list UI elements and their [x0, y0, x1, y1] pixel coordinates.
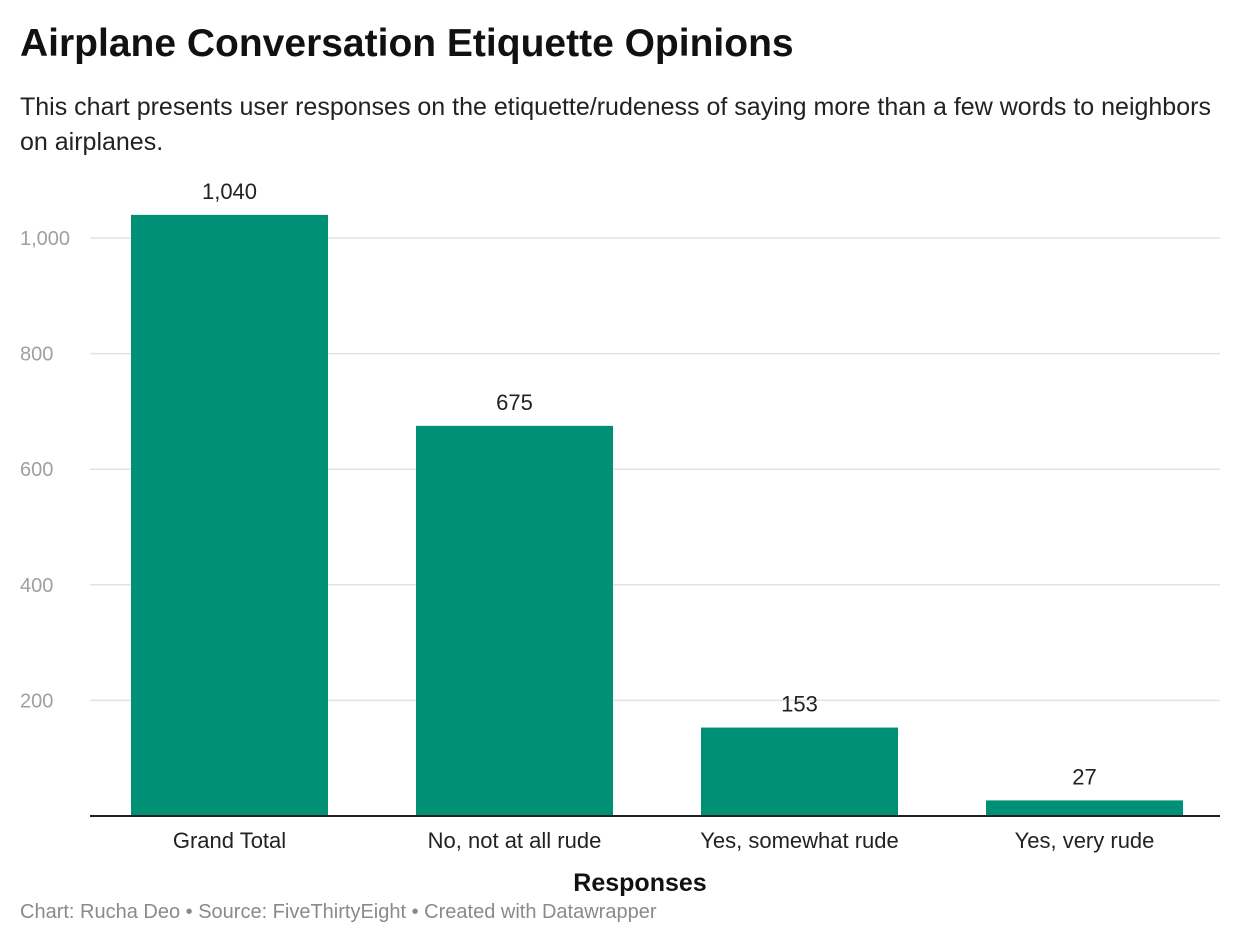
chart-subtitle: This chart presents user responses on th… [20, 93, 1211, 156]
chart-footer: Chart: Rucha Deo • Source: FiveThirtyEig… [20, 901, 657, 923]
data-label: 675 [496, 390, 533, 415]
y-tick-label: 400 [20, 575, 53, 597]
bar [701, 727, 898, 816]
bar [131, 214, 328, 816]
x-tick-label: Yes, very rude [1015, 828, 1155, 853]
x-tick-label: Yes, somewhat rude [700, 828, 899, 853]
x-tick-label: No, not at all rude [428, 828, 602, 853]
bar [986, 800, 1183, 816]
chart-title: Airplane Conversation Etiquette Opinions [20, 22, 794, 65]
labels: 200 400 600 800 1,000 1,040 Grand Total 675 No, … [20, 179, 1154, 853]
x-axis-title: Responses [573, 869, 706, 897]
data-label: 27 [1072, 764, 1096, 789]
x-tick-label: Grand Total [173, 828, 286, 853]
y-tick-label: 200 [20, 690, 53, 712]
data-label: 1,040 [202, 179, 257, 204]
data-label: 153 [781, 692, 818, 717]
y-tick-label: 1,000 [20, 228, 70, 250]
y-tick-label: 800 [20, 344, 53, 366]
bar [416, 425, 613, 816]
bars [131, 214, 1183, 816]
y-tick-label: 600 [20, 459, 53, 481]
